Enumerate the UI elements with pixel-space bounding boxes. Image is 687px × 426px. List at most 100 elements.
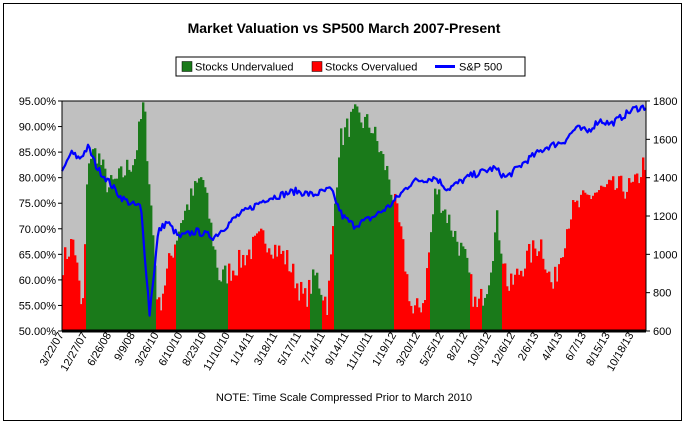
valuation-bar	[368, 127, 371, 332]
valuation-bar	[628, 178, 631, 331]
valuation-bar	[378, 152, 381, 331]
valuation-bar	[106, 192, 109, 331]
valuation-bar	[600, 185, 603, 331]
valuation-bar	[606, 184, 609, 331]
valuation-bar	[334, 203, 337, 331]
left-tick-label: 50.00%	[19, 326, 57, 338]
valuation-bar	[436, 194, 439, 331]
valuation-bar	[454, 230, 457, 331]
valuation-bar	[456, 241, 459, 331]
valuation-bar	[116, 178, 119, 331]
valuation-bar	[596, 192, 599, 331]
valuation-bar	[522, 276, 525, 331]
valuation-bar	[62, 275, 65, 331]
valuation-bar	[188, 209, 191, 331]
right-tick-label: 1800	[653, 96, 677, 108]
valuation-bar	[526, 250, 529, 331]
valuation-bar	[568, 228, 571, 331]
valuation-bar	[336, 187, 339, 331]
valuation-bar	[374, 126, 377, 331]
valuation-bar	[290, 272, 293, 331]
valuation-bar	[464, 249, 467, 331]
valuation-bar	[570, 219, 573, 331]
valuation-bar	[150, 205, 153, 331]
valuation-bar	[200, 177, 203, 331]
valuation-bar	[172, 257, 175, 331]
valuation-bar	[162, 293, 165, 331]
right-tick-label: 1600	[653, 134, 677, 146]
left-tick-label: 55.00%	[19, 300, 57, 312]
valuation-bar	[370, 133, 373, 331]
valuation-bar	[642, 157, 645, 331]
valuation-bar	[294, 288, 297, 331]
valuation-bar	[80, 304, 83, 331]
valuation-bar	[630, 182, 633, 331]
valuation-bar	[68, 256, 71, 331]
valuation-bar	[392, 201, 395, 331]
valuation-bar	[318, 288, 321, 331]
valuation-bar	[124, 175, 127, 331]
valuation-bar	[272, 258, 275, 331]
valuation-bar	[398, 222, 401, 331]
valuation-bar	[76, 262, 79, 331]
valuation-bar	[530, 262, 533, 331]
valuation-bar	[572, 200, 575, 331]
valuation-bar	[536, 255, 539, 331]
valuation-bar	[70, 239, 73, 331]
valuation-bar	[500, 253, 503, 331]
valuation-bar	[492, 261, 495, 331]
valuation-bar	[102, 159, 105, 331]
valuation-bar	[352, 108, 355, 331]
valuation-bar	[402, 239, 405, 331]
valuation-bar	[558, 264, 561, 331]
valuation-bar	[284, 264, 287, 331]
x-tick-label: 4/4/13	[540, 331, 566, 363]
valuation-bar	[250, 259, 253, 331]
valuation-bar	[234, 275, 237, 331]
valuation-bar	[190, 188, 193, 331]
valuation-bar	[358, 112, 361, 331]
valuation-bar	[394, 193, 397, 331]
valuation-bar	[424, 300, 427, 331]
valuation-bar	[118, 168, 121, 331]
valuation-bar	[590, 199, 593, 331]
valuation-bar	[544, 269, 547, 331]
valuation-bar	[136, 150, 139, 331]
valuation-bar	[348, 136, 351, 331]
x-tick-label: 9/9/08	[112, 331, 138, 363]
valuation-bar	[180, 223, 183, 331]
valuation-bar	[430, 232, 433, 331]
valuation-bar	[412, 313, 415, 331]
valuation-bar	[608, 179, 611, 331]
valuation-bar	[460, 242, 463, 331]
valuation-bar	[204, 187, 207, 331]
valuation-bar	[562, 257, 565, 331]
valuation-bar	[280, 253, 283, 331]
chart-svg: Market Valuation vs SP500 March 2007-Pre…	[19, 20, 678, 404]
valuation-bar	[552, 288, 555, 331]
valuation-bar	[196, 182, 199, 331]
valuation-bar	[384, 170, 387, 331]
valuation-bar	[134, 159, 137, 331]
valuation-bar	[620, 175, 623, 331]
valuation-bar	[438, 189, 441, 331]
valuation-bar	[564, 248, 567, 331]
valuation-bar	[410, 305, 413, 331]
valuation-bar	[98, 153, 101, 331]
valuation-bar	[122, 177, 125, 331]
x-tick-label: 6/7/13	[563, 331, 589, 363]
valuation-bar	[232, 270, 235, 331]
right-tick-label: 1400	[653, 173, 677, 185]
valuation-bar	[360, 122, 363, 331]
valuation-bar	[468, 272, 471, 331]
valuation-bar	[388, 179, 391, 331]
valuation-bar	[222, 269, 225, 331]
valuation-bar	[252, 236, 255, 331]
left-axis-ticks: 50.00% 55.00% 60.00% 65.00% 70.00% 75.00% 80.0…	[19, 96, 62, 338]
valuation-bar	[206, 192, 209, 331]
valuation-bar	[278, 245, 281, 331]
valuation-bar	[588, 195, 591, 331]
valuation-bar	[546, 272, 549, 331]
valuation-bar	[490, 272, 493, 331]
valuation-bar	[612, 176, 615, 331]
